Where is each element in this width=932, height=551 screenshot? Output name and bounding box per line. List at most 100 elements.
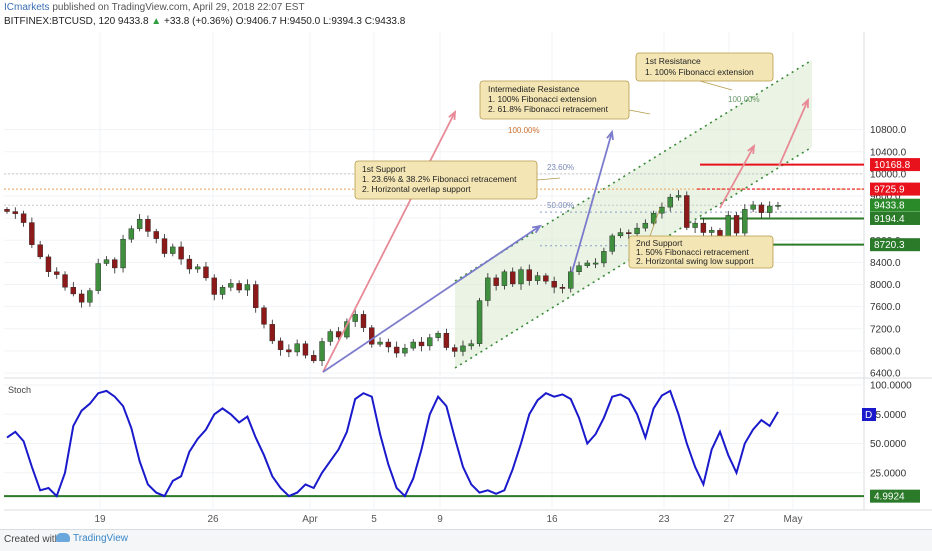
candle[interactable] bbox=[775, 201, 781, 210]
candle[interactable] bbox=[186, 254, 193, 274]
arrow-projection-red-3[interactable] bbox=[778, 97, 809, 167]
candle[interactable] bbox=[29, 217, 35, 248]
candle[interactable] bbox=[145, 215, 151, 238]
candle[interactable] bbox=[576, 261, 582, 275]
candle[interactable] bbox=[675, 190, 682, 201]
candle[interactable] bbox=[767, 201, 773, 218]
candle[interactable] bbox=[393, 341, 400, 358]
candle[interactable] bbox=[294, 339, 300, 357]
candle[interactable] bbox=[592, 258, 599, 269]
candle[interactable] bbox=[211, 274, 217, 301]
arrow-projection-red-2[interactable] bbox=[719, 143, 756, 209]
price-pane[interactable] bbox=[4, 32, 864, 374]
candle[interactable] bbox=[54, 267, 60, 279]
chart-canvas[interactable]: 100.00% 100.00% 23.60% 50.00% 1st Resist… bbox=[0, 0, 932, 529]
candle[interactable] bbox=[286, 344, 292, 358]
candle[interactable] bbox=[128, 225, 135, 243]
candle[interactable] bbox=[518, 266, 524, 290]
candle[interactable] bbox=[418, 337, 425, 352]
candle[interactable] bbox=[103, 256, 110, 267]
candle[interactable] bbox=[236, 280, 242, 294]
candle[interactable] bbox=[112, 257, 118, 274]
candle[interactable] bbox=[219, 284, 226, 300]
candle[interactable] bbox=[253, 280, 259, 313]
candle[interactable] bbox=[335, 327, 342, 341]
candle[interactable] bbox=[319, 337, 325, 367]
arrow-impulse-blue[interactable] bbox=[322, 224, 542, 373]
candle[interactable] bbox=[120, 234, 126, 273]
candle[interactable] bbox=[427, 333, 433, 351]
candle[interactable] bbox=[311, 350, 317, 364]
candle[interactable] bbox=[700, 218, 707, 238]
candle[interactable] bbox=[742, 204, 748, 237]
candle[interactable] bbox=[584, 260, 591, 268]
candle[interactable] bbox=[468, 339, 474, 350]
candle[interactable] bbox=[534, 271, 541, 285]
candle[interactable] bbox=[435, 330, 441, 342]
channel-upper-line[interactable] bbox=[454, 59, 813, 282]
candle[interactable] bbox=[642, 219, 649, 232]
candle[interactable] bbox=[369, 324, 375, 348]
candle[interactable] bbox=[667, 193, 673, 212]
candle[interactable] bbox=[551, 276, 557, 294]
candle[interactable] bbox=[510, 267, 516, 287]
candle[interactable] bbox=[684, 191, 690, 231]
candle[interactable] bbox=[327, 329, 334, 346]
annotation-second-support[interactable]: 2nd Support 1. 50% Fibonacci retracement… bbox=[628, 235, 774, 269]
candle[interactable] bbox=[360, 310, 367, 333]
candle[interactable] bbox=[78, 289, 85, 308]
candle[interactable] bbox=[37, 240, 43, 260]
candle[interactable] bbox=[170, 243, 176, 257]
candle[interactable] bbox=[410, 339, 416, 351]
candle[interactable] bbox=[12, 207, 18, 219]
candle[interactable] bbox=[501, 269, 508, 290]
candle[interactable] bbox=[194, 264, 201, 273]
candle[interactable] bbox=[20, 210, 27, 227]
candle[interactable] bbox=[568, 266, 574, 293]
candle[interactable] bbox=[476, 297, 483, 347]
candle[interactable] bbox=[485, 273, 491, 307]
candle[interactable] bbox=[161, 234, 168, 258]
candle[interactable] bbox=[352, 309, 358, 327]
candle[interactable] bbox=[733, 212, 740, 238]
stoch-line[interactable] bbox=[6, 389, 779, 498]
annotation-first-resistance[interactable]: 1st Resistance 1. 100% Fibonacci extensi… bbox=[635, 52, 774, 82]
candle[interactable] bbox=[228, 279, 234, 292]
candle[interactable] bbox=[526, 264, 532, 286]
candle[interactable] bbox=[269, 319, 275, 345]
candle[interactable] bbox=[402, 343, 408, 357]
tradingview-logo[interactable]: TradingView bbox=[56, 533, 128, 544]
candle[interactable] bbox=[609, 233, 615, 255]
publisher-link[interactable]: ICmarkets bbox=[4, 2, 50, 13]
candle[interactable] bbox=[451, 344, 458, 358]
candle[interactable] bbox=[601, 247, 607, 268]
candle[interactable] bbox=[136, 214, 143, 232]
candle[interactable] bbox=[302, 340, 309, 359]
candle[interactable] bbox=[493, 274, 499, 291]
candle[interactable] bbox=[634, 223, 640, 238]
candle[interactable] bbox=[95, 258, 101, 295]
candle[interactable] bbox=[543, 273, 549, 285]
candle[interactable] bbox=[626, 229, 632, 239]
arrow-projection-red-1[interactable] bbox=[322, 109, 457, 373]
candle[interactable] bbox=[708, 226, 715, 237]
annotation-intermediate-resistance[interactable]: Intermediate Resistance 1. 100% Fibonacc… bbox=[479, 80, 630, 120]
candle[interactable] bbox=[178, 241, 184, 265]
candle[interactable] bbox=[377, 337, 383, 347]
candle[interactable] bbox=[758, 202, 765, 219]
candle[interactable] bbox=[750, 201, 756, 213]
candle[interactable] bbox=[559, 284, 566, 294]
candle[interactable] bbox=[153, 228, 159, 244]
candle[interactable] bbox=[385, 338, 392, 353]
candle[interactable] bbox=[70, 281, 77, 297]
candle[interactable] bbox=[87, 287, 93, 307]
candle[interactable] bbox=[460, 340, 466, 357]
candle[interactable] bbox=[443, 328, 450, 351]
candle[interactable] bbox=[617, 228, 624, 239]
channel-lower-line[interactable] bbox=[454, 146, 813, 369]
candle[interactable] bbox=[45, 254, 52, 278]
candle[interactable] bbox=[4, 207, 10, 214]
candle[interactable] bbox=[244, 279, 251, 296]
candle[interactable] bbox=[261, 305, 267, 329]
candle[interactable] bbox=[277, 337, 284, 356]
